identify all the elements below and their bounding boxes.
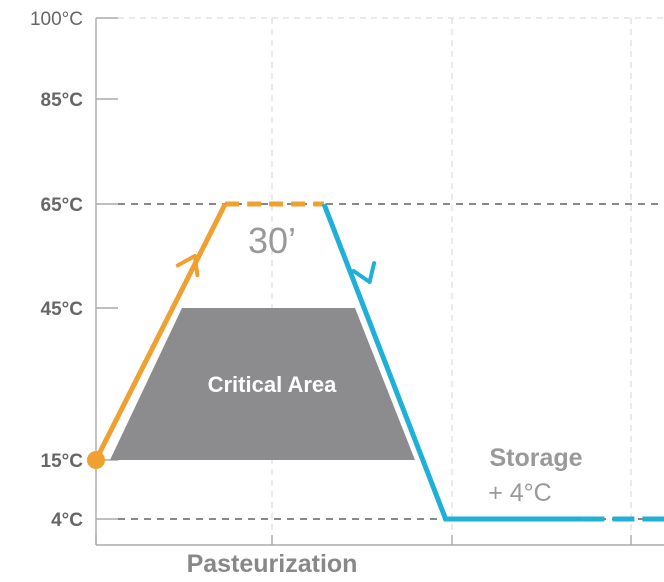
critical-area-shape	[110, 308, 415, 460]
series-1-arrow	[175, 254, 200, 278]
series-2-line	[321, 203, 583, 522]
y-tick-label-65: 65°C	[41, 195, 84, 216]
storage-temp-label: + 4°C	[488, 479, 552, 507]
critical-area-label: Critical Area	[208, 372, 338, 397]
y-tick-label-85: 85°C	[41, 90, 84, 111]
y-tick-label-45: 45°C	[41, 299, 84, 320]
hold-time-label: 30’	[248, 220, 296, 261]
y-tick-label-4: 4°C	[51, 510, 83, 531]
series-layer	[87, 201, 664, 522]
start-point-dot	[87, 451, 105, 469]
y-tick-label-100: 100°C	[30, 9, 83, 30]
storage-title: Storage	[489, 444, 582, 472]
x-axis-title: Pasteurization	[187, 550, 358, 578]
y-tick-label-15: 15°C	[41, 451, 84, 472]
axes: 100°C 85°C 65°C 45°C 15°C 4°C	[30, 9, 664, 546]
label-layer: Pasteurization 30’ Critical Area Storage…	[187, 220, 583, 578]
series-1-line	[93, 202, 228, 462]
grid-layer	[118, 17, 664, 545]
series-2-arrow	[351, 261, 377, 284]
critical-area-layer	[110, 308, 415, 460]
